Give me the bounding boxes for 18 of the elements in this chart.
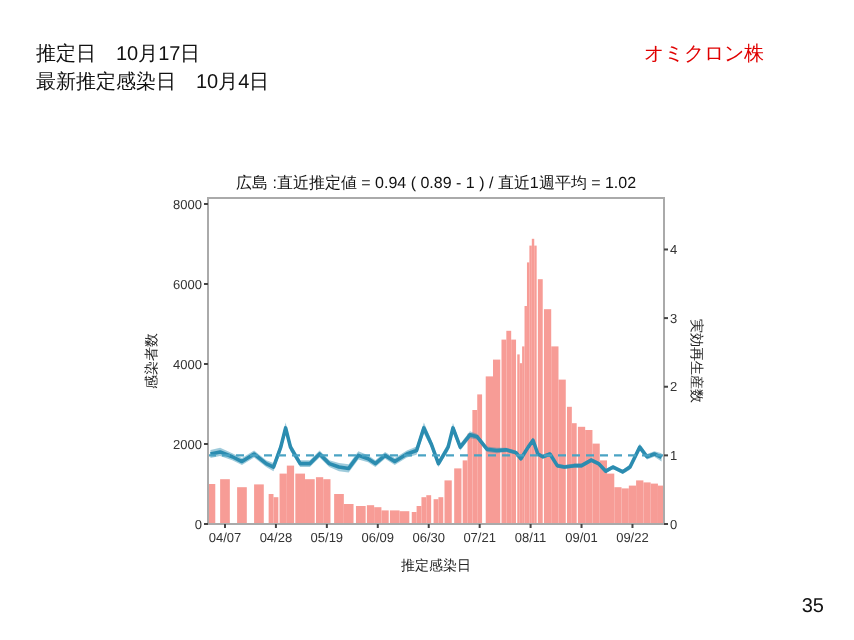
bar [421,497,427,524]
bar [426,495,432,524]
bar [254,484,264,524]
bar [220,479,230,524]
text: 推定日 10月17日 [36,42,201,66]
text: 35 [801,596,825,618]
text: オミクロン株 [644,42,764,66]
text: 最新推定感染日 10月4日 [36,70,270,94]
bar [501,339,507,524]
bar [477,394,483,524]
bar [577,426,586,524]
bar [628,485,637,524]
bar [374,507,382,524]
bar [511,339,517,524]
bar [237,487,247,524]
chart-title: 広島 :直近推定値 = 0.94 ( 0.89 - 1 ) / 直近1週平均 = 1.02 [235,174,638,192]
bar [279,473,287,524]
bar [323,479,331,524]
